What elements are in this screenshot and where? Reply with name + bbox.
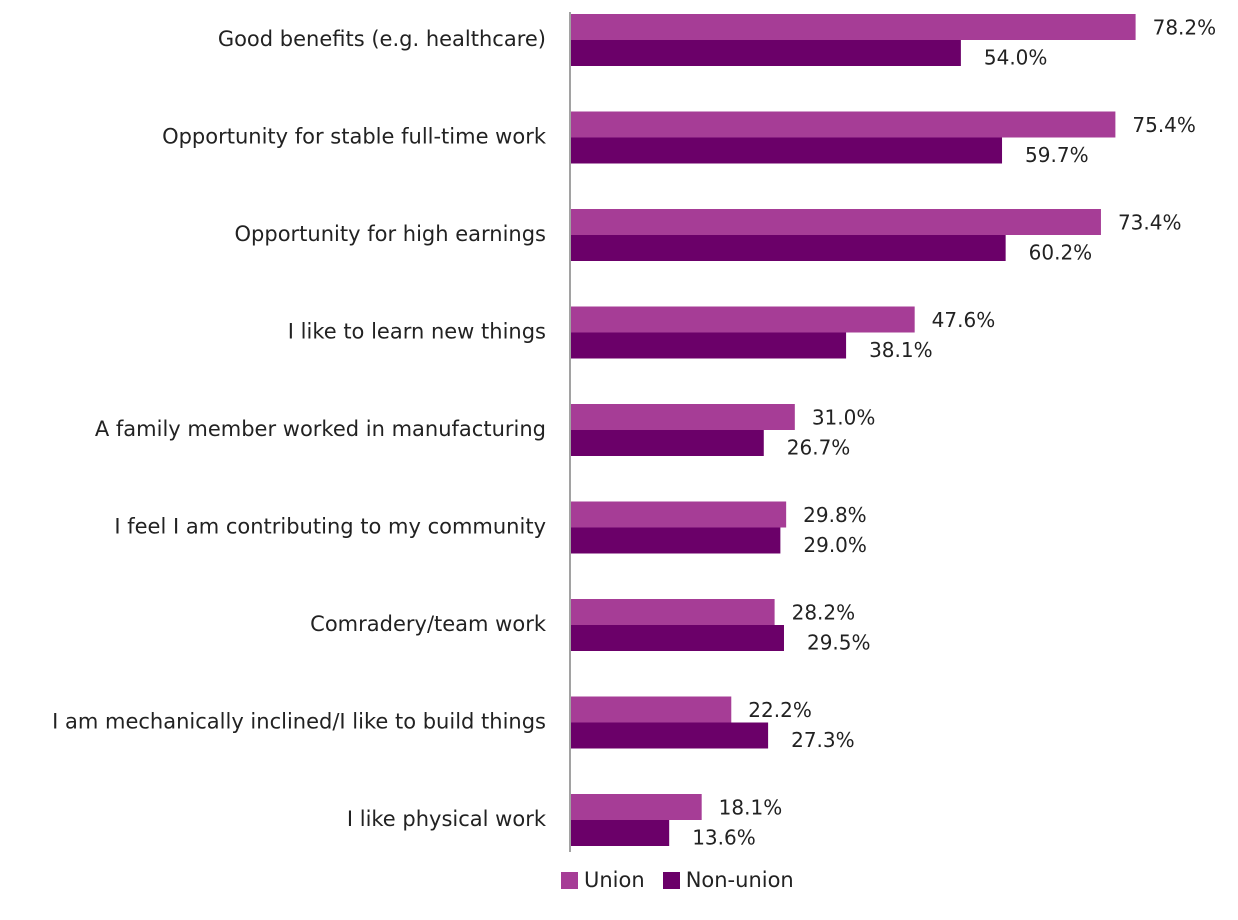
- bar-non-union: [571, 820, 669, 846]
- bar-non-union: [571, 625, 784, 651]
- legend-swatch-union: [561, 872, 578, 889]
- category-label: Comradery/team work: [310, 612, 547, 636]
- value-label-union: 31.0%: [812, 406, 876, 430]
- value-label-non-union: 13.6%: [692, 826, 756, 850]
- legend-item-non-union: Non-union: [663, 868, 794, 892]
- bar-union: [571, 209, 1101, 235]
- category-label: I like physical work: [347, 807, 547, 831]
- value-label-union: 29.8%: [803, 503, 867, 527]
- bar-union: [571, 112, 1115, 138]
- bar-non-union: [571, 430, 764, 456]
- value-label-non-union: 29.0%: [803, 533, 867, 557]
- value-label-non-union: 59.7%: [1025, 143, 1089, 167]
- category-label: I am mechanically inclined/I like to bui…: [52, 710, 546, 734]
- value-label-non-union: 54.0%: [984, 46, 1048, 70]
- category-label: Opportunity for stable full-time work: [162, 125, 547, 149]
- value-label-union: 22.2%: [748, 698, 812, 722]
- category-labels: Good benefits (e.g. healthcare) Opportuni…: [52, 27, 547, 831]
- category-label: I feel I am contributing to my community: [114, 515, 546, 539]
- value-label-union: 47.6%: [932, 308, 996, 332]
- value-label-union: 73.4%: [1118, 211, 1182, 235]
- value-label-non-union: 38.1%: [869, 338, 933, 362]
- value-label-union: 28.2%: [792, 601, 856, 625]
- bar-non-union: [571, 723, 768, 749]
- value-label-union: 78.2%: [1153, 16, 1217, 40]
- value-label-union: 75.4%: [1132, 113, 1196, 137]
- bar-non-union: [571, 528, 780, 554]
- bar-non-union: [571, 138, 1002, 164]
- value-label-non-union: 29.5%: [807, 631, 871, 655]
- value-label-non-union: 26.7%: [787, 436, 851, 460]
- category-label: Good benefits (e.g. healthcare): [218, 27, 546, 51]
- bar-non-union: [571, 235, 1006, 261]
- bar-union: [571, 14, 1136, 40]
- bar-non-union: [571, 40, 961, 66]
- value-label-non-union: 27.3%: [791, 728, 855, 752]
- bar-union: [571, 697, 731, 723]
- bar-non-union: [571, 333, 846, 359]
- bar-union: [571, 794, 702, 820]
- legend-label-union: Union: [584, 868, 645, 892]
- bar-union: [571, 599, 775, 625]
- bar-series: [571, 14, 1136, 846]
- legend: Union Non-union: [561, 868, 812, 892]
- legend-label-non-union: Non-union: [686, 868, 794, 892]
- value-label-union: 18.1%: [719, 796, 783, 820]
- category-label: I like to learn new things: [288, 320, 546, 344]
- category-label: Opportunity for high earnings: [235, 222, 546, 246]
- bar-union: [571, 404, 795, 430]
- legend-swatch-non-union: [663, 872, 680, 889]
- bar-union: [571, 307, 915, 333]
- category-label: A family member worked in manufacturing: [95, 417, 546, 441]
- bar-union: [571, 502, 786, 528]
- bar-chart: Good benefits (e.g. healthcare) Opportuni…: [0, 0, 1238, 860]
- value-label-non-union: 60.2%: [1029, 241, 1093, 265]
- legend-item-union: Union: [561, 868, 645, 892]
